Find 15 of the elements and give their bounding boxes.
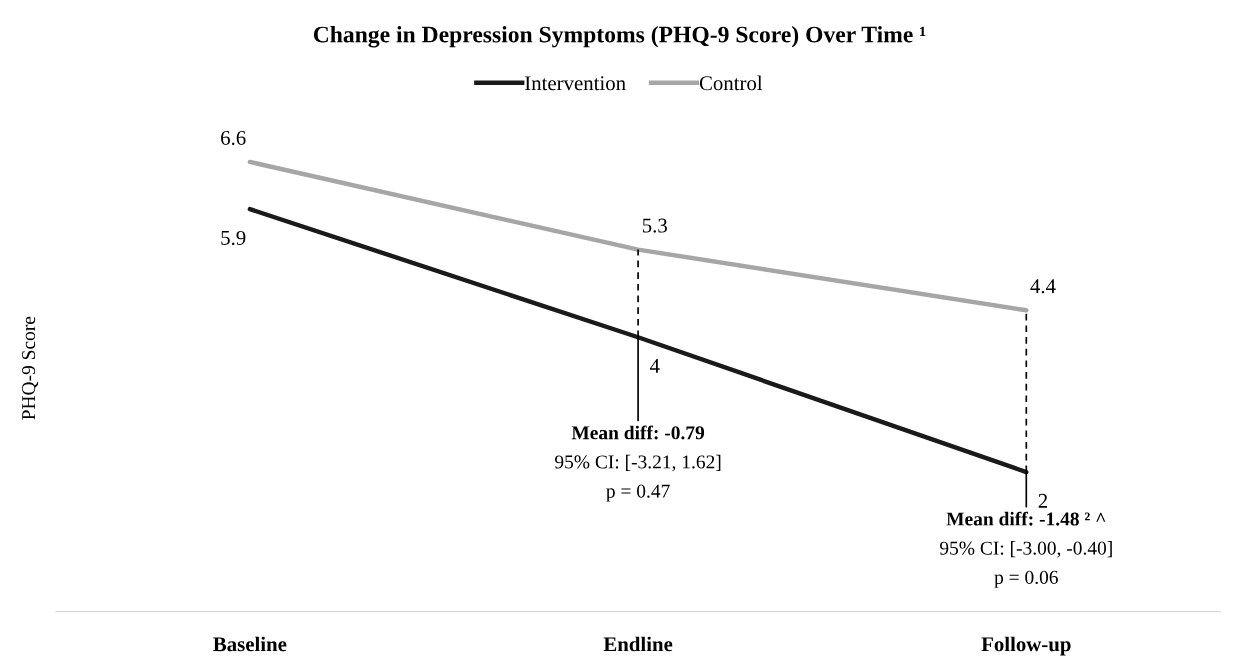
data-label: 4 xyxy=(649,359,660,373)
annotation: Mean diff: -1.48 ² ^ 95% CI: [-3.00, -0.40] p = 0.06 xyxy=(939,511,1112,588)
x-tick-label: Follow-up xyxy=(981,636,1071,656)
y-axis-title: PHQ-9 Score xyxy=(22,316,39,420)
annotation: Mean diff: -0.79 95% CI: [-3.21, 1.62] p = 0.47 xyxy=(555,425,721,502)
legend-label: Intervention xyxy=(525,76,626,91)
data-label: 2 xyxy=(1038,493,1048,508)
data-label: 6.6 xyxy=(221,130,246,146)
data-label: 5.9 xyxy=(221,230,246,245)
data-label: 4.4 xyxy=(1030,279,1056,294)
legend-label: Control xyxy=(699,75,763,91)
x-tick-label: Baseline xyxy=(213,636,287,652)
data-label: 5.3 xyxy=(642,218,667,233)
chart-title: Change in Depression Symptoms (PHQ-9 Score) Over Time ¹ xyxy=(313,25,926,48)
x-tick-label: Endline xyxy=(603,636,673,652)
